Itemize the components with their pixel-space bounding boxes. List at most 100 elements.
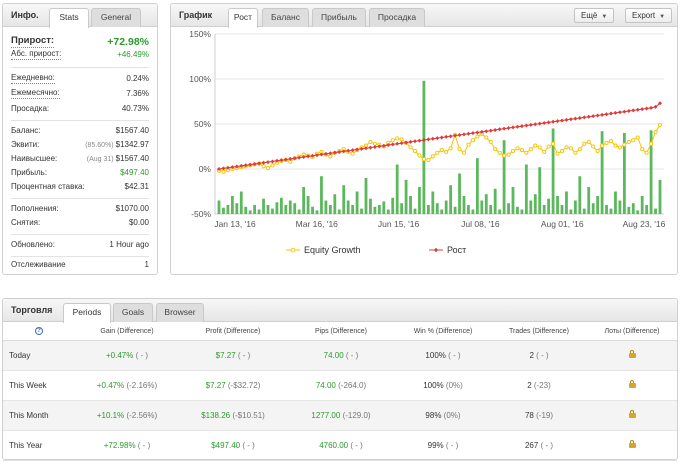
data-point <box>608 139 614 144</box>
lock-icon[interactable] <box>628 440 636 448</box>
data-point <box>470 138 475 143</box>
data-point <box>337 149 342 154</box>
data-point <box>626 109 631 114</box>
bar <box>444 200 448 214</box>
win-value: 98% <box>425 410 442 420</box>
tab-goals[interactable]: Goals <box>113 303 153 322</box>
profit-value: $7.27 <box>205 380 226 390</box>
data-point <box>519 148 524 153</box>
bar <box>578 176 582 214</box>
data-point <box>234 164 239 169</box>
bar <box>222 207 225 214</box>
periods-table: ? Gain (Difference) Profit (Difference) … <box>3 323 677 461</box>
info-panel: Инфо. Stats General Прирост: +72.98% Абс… <box>2 3 158 275</box>
divider <box>11 120 149 121</box>
bar <box>627 206 631 214</box>
data-point <box>573 116 578 121</box>
win-diff: (0%) <box>445 380 463 390</box>
bar <box>293 203 297 214</box>
legend-label[interactable]: Рост <box>447 245 466 255</box>
lock-icon[interactable] <box>628 380 636 388</box>
withdrawals-label: Снятия: <box>11 218 41 227</box>
bar <box>315 210 319 214</box>
trades-diff: ( - ) <box>536 350 549 360</box>
tab-balance[interactable]: Баланс <box>262 8 309 27</box>
lock-icon[interactable] <box>628 410 636 418</box>
table-row: Today +0.47% ( - ) $7.27 ( - ) 74.00 ( - ) 1… <box>3 340 677 371</box>
data-point <box>560 118 564 123</box>
legend-label[interactable]: Equity Growth <box>304 245 361 255</box>
data-point <box>502 153 507 158</box>
growth-chart[interactable]: 150% 100% 50% 0% -50% Jan 13, '16 Mar 16, '16… <box>171 28 677 274</box>
updated-value: 1 Hour ago <box>109 240 149 249</box>
bar <box>502 140 506 214</box>
profit-row: Прибыль: $497.40 <box>11 167 149 179</box>
withdrawals-row: Снятия: $0.00 <box>11 217 149 229</box>
trading-panel: Торговля Periods Goals Browser ? Gain (D… <box>2 298 678 461</box>
export-dropdown[interactable]: Export ▼ <box>625 8 673 23</box>
gain-cell: +0.47% ( - ) <box>75 340 179 371</box>
trades-value: 267 <box>524 440 539 450</box>
trades-value: 78 <box>524 410 534 420</box>
bar <box>551 128 555 214</box>
data-point <box>466 131 471 136</box>
data-point <box>586 139 591 145</box>
bar <box>480 200 484 214</box>
bar <box>529 200 533 214</box>
tab-growth[interactable]: Рост <box>228 8 258 28</box>
data-point <box>230 165 235 170</box>
bar <box>230 196 234 214</box>
pips-cell: 74.00 (-264.0) <box>287 370 395 401</box>
gain-value: +0.47% <box>96 380 125 390</box>
data-point <box>430 136 435 141</box>
help-icon[interactable]: ? <box>35 327 43 336</box>
tab-periods[interactable]: Periods <box>63 303 111 323</box>
table-row: This Month +10.1% (-2.56%) $138.26 (-$10.5… <box>3 400 677 431</box>
tab-profit[interactable]: Прибыль <box>312 8 366 27</box>
bar <box>217 200 221 214</box>
tab-stats[interactable]: Stats <box>49 8 89 28</box>
data-point <box>390 142 395 147</box>
data-point <box>439 148 444 153</box>
data-point <box>555 119 560 124</box>
drawdown-row: Просадка: 40.73% <box>11 103 149 115</box>
bar <box>369 198 372 214</box>
bar <box>556 196 559 214</box>
tab-browser[interactable]: Browser <box>156 303 204 322</box>
data-point <box>568 117 573 122</box>
bar <box>649 130 653 214</box>
tab-general[interactable]: General <box>91 8 141 27</box>
highest-label: Наивысшее: <box>11 154 58 163</box>
data-point <box>533 143 538 148</box>
bar <box>573 200 577 214</box>
bar <box>262 198 265 214</box>
bar <box>511 187 515 214</box>
bar <box>484 194 488 214</box>
bar <box>542 205 546 214</box>
divider <box>11 234 149 235</box>
bar <box>453 206 457 214</box>
data-point <box>217 167 221 171</box>
data-point <box>310 153 315 158</box>
bar <box>311 206 314 214</box>
bar <box>271 208 274 214</box>
bar <box>373 206 377 214</box>
bar <box>244 206 248 214</box>
series-line <box>218 102 661 170</box>
data-point <box>395 136 400 141</box>
trades-diff: (-23) <box>533 380 551 390</box>
data-point <box>631 108 636 113</box>
data-point <box>484 129 489 134</box>
data-point <box>301 155 306 160</box>
gain-diff: (-2.56%) <box>126 410 158 420</box>
more-label: Ещё <box>581 11 598 20</box>
more-dropdown[interactable]: Ещё ▼ <box>574 8 615 23</box>
win-value: 100% <box>423 380 444 390</box>
data-point <box>435 136 440 141</box>
bar <box>493 188 497 214</box>
lock-icon[interactable] <box>628 350 636 358</box>
data-point <box>537 121 542 126</box>
data-point <box>243 163 248 168</box>
win-cell: 98% (0%) <box>395 400 491 431</box>
tab-drawdown[interactable]: Просадка <box>369 8 425 27</box>
